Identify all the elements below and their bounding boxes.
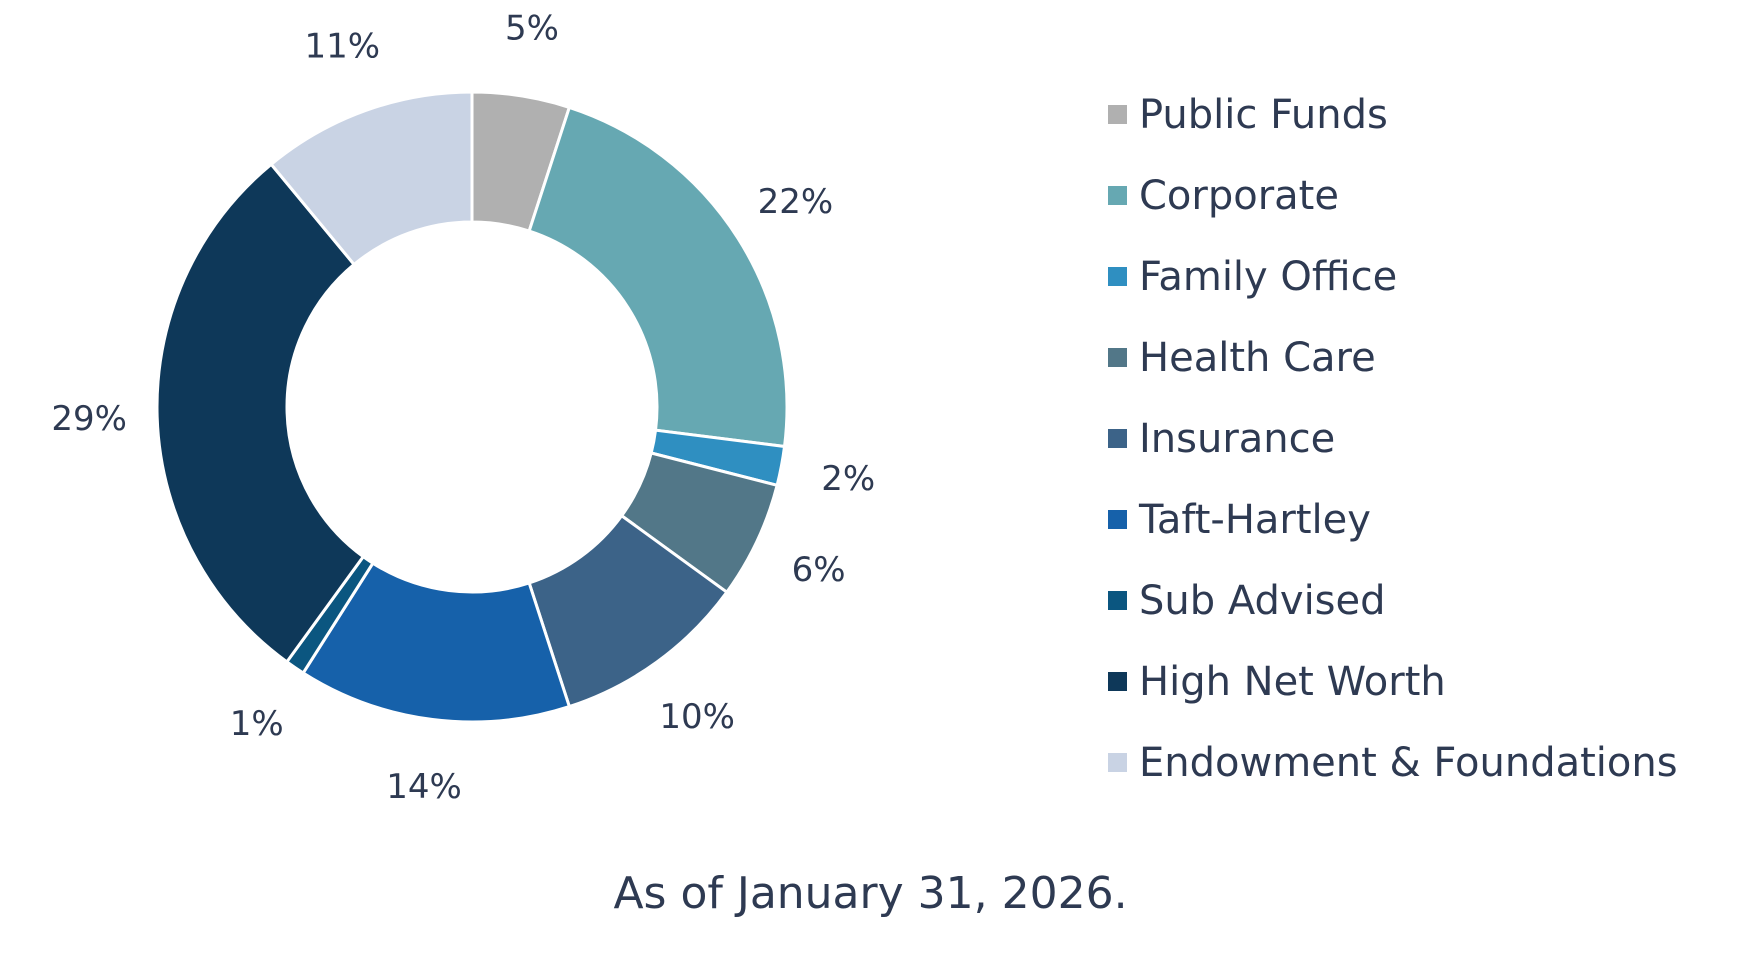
slice-corporate xyxy=(527,105,789,449)
legend-label: Family Office xyxy=(1139,253,1398,300)
data-label-high-net-worth: 29% xyxy=(51,399,127,439)
legend-item-public-funds: Public Funds xyxy=(1108,74,1678,155)
data-label-sub-advised: 1% xyxy=(230,704,284,744)
legend-swatch xyxy=(1108,510,1127,529)
chart-legend: Public Funds Corporate Family Office Health… xyxy=(1108,74,1678,803)
data-label-health-care: 6% xyxy=(792,550,846,590)
data-label-insurance: 10% xyxy=(659,697,735,737)
legend-label: High Net Worth xyxy=(1139,658,1446,705)
legend-label: Health Care xyxy=(1139,334,1376,381)
legend-label: Sub Advised xyxy=(1139,577,1386,624)
legend-item-high-net-worth: High Net Worth xyxy=(1108,641,1678,722)
legend-swatch xyxy=(1108,105,1127,124)
data-label-corporate: 22% xyxy=(758,182,834,222)
legend-swatch xyxy=(1108,753,1127,772)
percentage-labels: 5% 22% 2% 6% 10% 14% 1% 29% 11% xyxy=(51,9,875,807)
slice-high-net-worth xyxy=(155,162,366,664)
legend-label: Corporate xyxy=(1139,172,1339,219)
data-label-family-office: 2% xyxy=(821,459,875,499)
legend-swatch xyxy=(1108,348,1127,367)
legend-swatch xyxy=(1108,267,1127,286)
data-label-endowment-and-foundations: 11% xyxy=(304,27,380,67)
donut-slices xyxy=(155,90,789,724)
legend-item-endowment-and-foundations: Endowment & Foundations xyxy=(1108,722,1678,803)
legend-item-corporate: Corporate xyxy=(1108,155,1678,236)
legend-item-taft-hartley: Taft-Hartley xyxy=(1108,479,1678,560)
data-label-public-funds: 5% xyxy=(505,9,559,49)
legend-label: Endowment & Foundations xyxy=(1139,739,1678,786)
legend-label: Taft-Hartley xyxy=(1139,496,1371,543)
legend-item-insurance: Insurance xyxy=(1108,398,1678,479)
legend-item-family-office: Family Office xyxy=(1108,236,1678,317)
data-label-taft-hartley: 14% xyxy=(386,767,462,807)
legend-item-sub-advised: Sub Advised xyxy=(1108,560,1678,641)
slice-endowment-and-foundations xyxy=(269,90,474,267)
legend-swatch xyxy=(1108,429,1127,448)
legend-swatch xyxy=(1108,672,1127,691)
legend-swatch xyxy=(1108,186,1127,205)
legend-label: Insurance xyxy=(1139,415,1336,462)
legend-label: Public Funds xyxy=(1139,91,1388,138)
legend-item-health-care: Health Care xyxy=(1108,317,1678,398)
as-of-date-footnote: As of January 31, 2026. xyxy=(613,868,1128,919)
legend-swatch xyxy=(1108,591,1127,610)
